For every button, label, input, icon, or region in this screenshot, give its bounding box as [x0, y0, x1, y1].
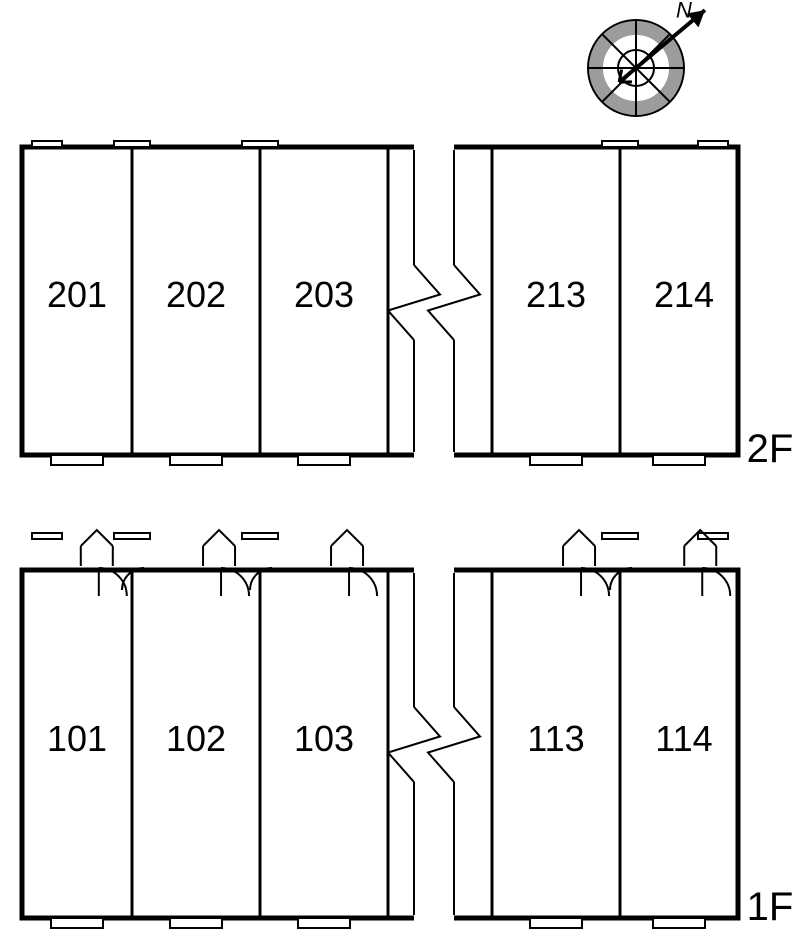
- unit-label-101: 101: [47, 718, 107, 759]
- floor-label-1F: 1F: [747, 885, 794, 929]
- unit-label-103: 103: [294, 718, 354, 759]
- unit-label-214: 214: [654, 274, 714, 315]
- compass-n-label: N: [676, 0, 692, 22]
- unit-label-114: 114: [655, 718, 712, 759]
- floor-2F: 201 202 203 213 214 2F: [22, 141, 793, 471]
- unit-label-201: 201: [47, 274, 107, 315]
- unit-label-102: 102: [166, 718, 226, 759]
- compass-rose: N: [588, 0, 705, 116]
- unit-label-203: 203: [294, 274, 354, 315]
- unit-label-113: 113: [527, 718, 584, 759]
- unit-label-202: 202: [166, 274, 226, 315]
- unit-label-213: 213: [526, 274, 586, 315]
- floor-1F: 101 102 103 113 114 1F: [22, 530, 793, 929]
- floor-label-2F: 2F: [747, 427, 794, 471]
